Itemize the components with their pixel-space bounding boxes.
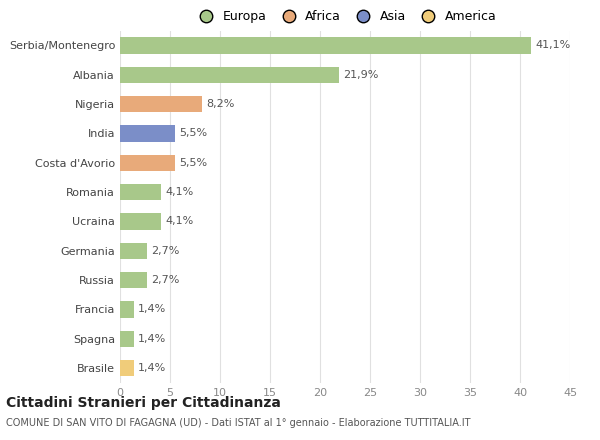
Bar xyxy=(120,360,134,376)
Bar xyxy=(120,96,202,112)
Text: 8,2%: 8,2% xyxy=(206,99,235,109)
Text: 21,9%: 21,9% xyxy=(343,70,379,80)
Text: 5,5%: 5,5% xyxy=(179,128,207,139)
Bar xyxy=(120,155,175,171)
Bar xyxy=(120,331,134,347)
Text: 5,5%: 5,5% xyxy=(179,158,207,168)
Bar xyxy=(120,67,339,83)
Text: 1,4%: 1,4% xyxy=(138,334,166,344)
Bar xyxy=(120,125,175,142)
Text: COMUNE DI SAN VITO DI FAGAGNA (UD) - Dati ISTAT al 1° gennaio - Elaborazione TUT: COMUNE DI SAN VITO DI FAGAGNA (UD) - Dat… xyxy=(6,418,470,428)
Text: Cittadini Stranieri per Cittadinanza: Cittadini Stranieri per Cittadinanza xyxy=(6,396,281,410)
Text: 2,7%: 2,7% xyxy=(151,275,179,285)
Text: 1,4%: 1,4% xyxy=(138,363,166,373)
Bar xyxy=(120,37,531,54)
Text: 4,1%: 4,1% xyxy=(165,187,193,197)
Text: 1,4%: 1,4% xyxy=(138,304,166,315)
Text: 41,1%: 41,1% xyxy=(535,40,570,51)
Bar xyxy=(120,243,147,259)
Text: 2,7%: 2,7% xyxy=(151,246,179,256)
Bar xyxy=(120,184,161,200)
Legend: Europa, Africa, Asia, America: Europa, Africa, Asia, America xyxy=(188,5,502,28)
Bar xyxy=(120,272,147,288)
Bar xyxy=(120,301,134,318)
Bar xyxy=(120,213,161,230)
Text: 4,1%: 4,1% xyxy=(165,216,193,227)
